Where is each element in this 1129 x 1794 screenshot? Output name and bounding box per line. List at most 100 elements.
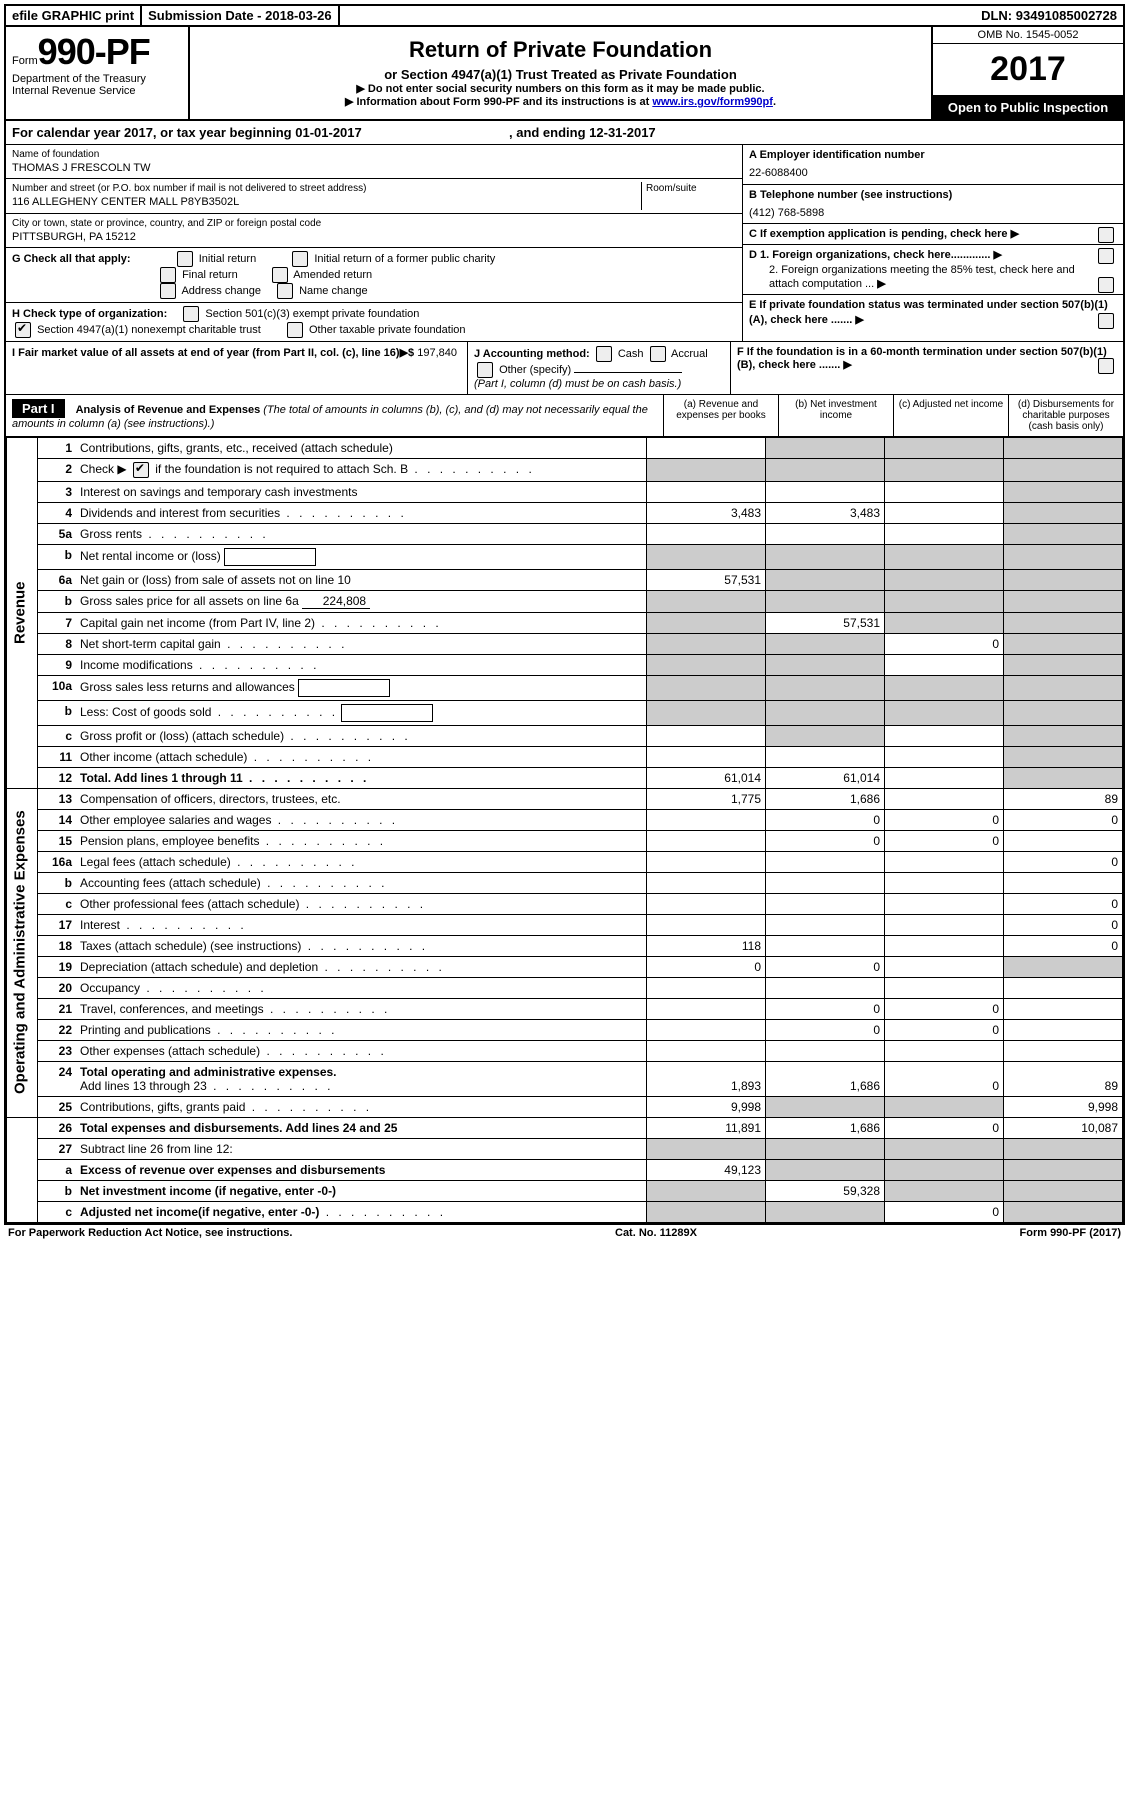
col-b-header: (b) Net investment income <box>778 395 893 436</box>
dln: DLN: 93491085002728 <box>975 6 1123 25</box>
table-row: Revenue 1Contributions, gifts, grants, e… <box>7 437 1123 458</box>
table-row: 18Taxes (attach schedule) (see instructi… <box>7 935 1123 956</box>
name-change-checkbox[interactable] <box>277 283 293 299</box>
section-ijf: I Fair market value of all assets at end… <box>6 342 1123 395</box>
terminated-checkbox[interactable] <box>1098 313 1114 329</box>
foundation-name-cell: Name of foundation THOMAS J FRESCOLN TW <box>6 145 742 179</box>
table-row: 3Interest on savings and temporary cash … <box>7 481 1123 502</box>
telephone-value: (412) 768-5898 <box>749 202 1117 220</box>
table-row: 14Other employee salaries and wages000 <box>7 809 1123 830</box>
paperwork-notice: For Paperwork Reduction Act Notice, see … <box>8 1227 292 1239</box>
header-right: OMB No. 1545-0052 2017 Open to Public In… <box>933 27 1123 119</box>
accrual-checkbox[interactable] <box>650 346 666 362</box>
4947a1-checkbox[interactable] <box>15 322 31 338</box>
street-address: 116 ALLEGHENY CENTER MALL P8YB3502L <box>12 195 641 209</box>
amended-return-checkbox[interactable] <box>272 267 288 283</box>
dept-line-2: Internal Revenue Service <box>12 85 182 97</box>
footer: For Paperwork Reduction Act Notice, see … <box>4 1225 1125 1241</box>
table-row: 6aNet gain or (loss) from sale of assets… <box>7 569 1123 590</box>
tax-year: 2017 <box>933 44 1123 96</box>
501c3-checkbox[interactable] <box>183 306 199 322</box>
table-row: 10aGross sales less returns and allowanc… <box>7 675 1123 700</box>
initial-return-former-checkbox[interactable] <box>292 251 308 267</box>
form-prefix: Form <box>12 55 38 67</box>
form-number: 990-PF <box>38 31 150 72</box>
table-row: aExcess of revenue over expenses and dis… <box>7 1159 1123 1180</box>
foreign-org-checkbox[interactable] <box>1098 248 1114 264</box>
part-1-header: Part I Analysis of Revenue and Expenses … <box>6 395 1123 437</box>
instructions-line: ▶ Information about Form 990-PF and its … <box>196 95 925 108</box>
table-row: 27Subtract line 26 from line 12: <box>7 1138 1123 1159</box>
address-change-checkbox[interactable] <box>160 283 176 299</box>
table-row: 16aLegal fees (attach schedule)0 <box>7 851 1123 872</box>
table-row: 26Total expenses and disbursements. Add … <box>7 1117 1123 1138</box>
foundation-name: THOMAS J FRESCOLN TW <box>12 161 736 175</box>
table-row: bAccounting fees (attach schedule) <box>7 872 1123 893</box>
table-row: bNet investment income (if negative, ent… <box>7 1180 1123 1201</box>
gross-sales-price: 224,808 <box>302 594 370 609</box>
table-row: 19Depreciation (attach schedule) and dep… <box>7 956 1123 977</box>
address-cell: Number and street (or P.O. box number if… <box>6 179 742 213</box>
col-c-header: (c) Adjusted net income <box>893 395 1008 436</box>
part-1-label: Part I <box>12 399 65 418</box>
table-row: 24Total operating and administrative exp… <box>7 1061 1123 1096</box>
section-c: C If exemption application is pending, c… <box>743 224 1123 245</box>
entity-info: Name of foundation THOMAS J FRESCOLN TW … <box>6 145 1123 342</box>
section-i: I Fair market value of all assets at end… <box>6 342 468 394</box>
table-row: 8Net short-term capital gain0 <box>7 633 1123 654</box>
table-row: 9Income modifications <box>7 654 1123 675</box>
table-row: Operating and Administrative Expenses 13… <box>7 788 1123 809</box>
instructions-link[interactable]: www.irs.gov/form990pf <box>652 96 773 108</box>
part-1-title: Analysis of Revenue and Expenses <box>76 404 261 416</box>
initial-return-checkbox[interactable] <box>177 251 193 267</box>
section-d: D 1. Foreign organizations, check here..… <box>743 245 1123 295</box>
col-d-header: (d) Disbursements for charitable purpose… <box>1008 395 1123 436</box>
dept-line-1: Department of the Treasury <box>12 73 182 85</box>
table-row: bNet rental income or (loss) <box>7 544 1123 569</box>
section-e: E If private foundation status was termi… <box>743 295 1123 330</box>
omb-number: OMB No. 1545-0052 <box>933 27 1123 44</box>
section-h: H Check type of organization: Section 50… <box>6 303 742 341</box>
room-suite-label: Room/suite <box>646 182 736 195</box>
cat-no: Cat. No. 11289X <box>615 1227 697 1239</box>
table-row: cAdjusted net income(if negative, enter … <box>7 1201 1123 1222</box>
section-g: G Check all that apply: Initial return I… <box>6 248 742 303</box>
revenue-side-label: Revenue <box>7 437 38 788</box>
table-row: 22Printing and publications00 <box>7 1019 1123 1040</box>
ein-cell: A Employer identification number 22-6088… <box>743 145 1123 185</box>
section-j: J Accounting method: Cash Accrual Other … <box>468 342 731 394</box>
part-1-table: Revenue 1Contributions, gifts, grants, e… <box>6 437 1123 1223</box>
final-return-checkbox[interactable] <box>160 267 176 283</box>
section-f: F If the foundation is in a 60-month ter… <box>731 342 1123 394</box>
table-row: bGross sales price for all assets on lin… <box>7 590 1123 612</box>
col-a-header: (a) Revenue and expenses per books <box>663 395 778 436</box>
foreign-85-checkbox[interactable] <box>1098 277 1114 293</box>
table-row: 7Capital gain net income (from Part IV, … <box>7 612 1123 633</box>
table-row: 2Check ▶ if the foundation is not requir… <box>7 458 1123 481</box>
header: Form990-PF Department of the Treasury In… <box>6 27 1123 121</box>
other-method-checkbox[interactable] <box>477 362 493 378</box>
table-row: cOther professional fees (attach schedul… <box>7 893 1123 914</box>
exemption-pending-checkbox[interactable] <box>1098 227 1114 243</box>
efile-print[interactable]: efile GRAPHIC print <box>6 6 142 25</box>
table-row: 20Occupancy <box>7 977 1123 998</box>
table-row: 15Pension plans, employee benefits00 <box>7 830 1123 851</box>
cash-checkbox[interactable] <box>596 346 612 362</box>
table-row: cGross profit or (loss) (attach schedule… <box>7 725 1123 746</box>
top-bar: efile GRAPHIC print Submission Date - 20… <box>6 6 1123 27</box>
fmv-value: 197,840 <box>417 347 457 359</box>
table-row: 11Other income (attach schedule) <box>7 746 1123 767</box>
ein-value: 22-6088400 <box>749 162 1117 180</box>
table-row: 12Total. Add lines 1 through 1161,01461,… <box>7 767 1123 788</box>
header-center: Return of Private Foundation or Section … <box>190 27 933 119</box>
city-state-zip: PITTSBURGH, PA 15212 <box>12 230 736 244</box>
schb-checkbox[interactable] <box>133 462 149 478</box>
table-row: 4Dividends and interest from securities3… <box>7 502 1123 523</box>
60month-checkbox[interactable] <box>1098 358 1114 374</box>
table-row: 25Contributions, gifts, grants paid9,998… <box>7 1096 1123 1117</box>
other-taxable-checkbox[interactable] <box>287 322 303 338</box>
table-row: 23Other expenses (attach schedule) <box>7 1040 1123 1061</box>
submission-date: Submission Date - 2018-03-26 <box>142 6 340 25</box>
header-left: Form990-PF Department of the Treasury In… <box>6 27 190 119</box>
table-row: 21Travel, conferences, and meetings00 <box>7 998 1123 1019</box>
